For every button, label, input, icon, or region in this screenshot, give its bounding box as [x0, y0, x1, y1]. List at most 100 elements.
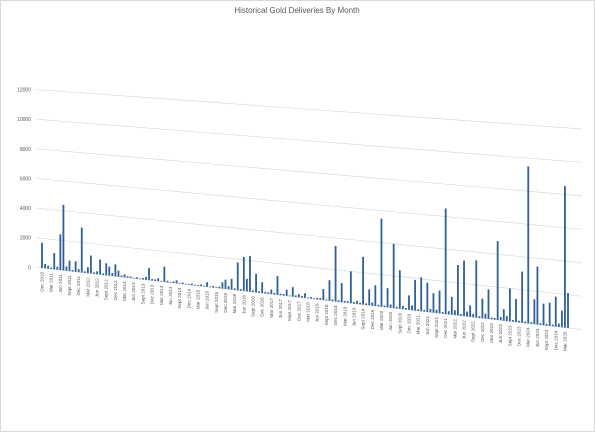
x-tick-label: Jun 2020: [388, 311, 393, 330]
bar: [548, 302, 551, 326]
bar: [261, 282, 264, 294]
bar: [453, 310, 456, 316]
bar: [267, 292, 270, 294]
bar: [215, 287, 218, 288]
bar: [59, 234, 62, 271]
bar: [331, 299, 334, 302]
bar: [294, 295, 297, 297]
x-tick-label: Jun 2017: [278, 299, 283, 318]
bar: [242, 256, 245, 292]
x-tick-label: Jun 2012: [95, 278, 100, 297]
x-tick-label: Dec 2015: [223, 292, 228, 312]
x-tick-label: Sept 2023: [507, 325, 512, 346]
bar: [432, 293, 435, 313]
bar: [276, 276, 279, 295]
x-tick-label: Jun 2019: [351, 307, 356, 326]
bar: [316, 297, 319, 300]
bar: [374, 285, 377, 307]
bar: [542, 303, 545, 326]
bar: [117, 270, 120, 277]
x-tick-label: Dec 2018: [333, 305, 338, 325]
bar: [56, 266, 59, 270]
bar: [475, 260, 478, 318]
bar: [145, 276, 147, 280]
bar: [142, 277, 144, 280]
bar: [346, 301, 349, 303]
bar: [377, 304, 380, 307]
bar: [206, 282, 209, 287]
bar: [567, 293, 569, 328]
bar: [108, 266, 111, 276]
bar: [132, 277, 135, 279]
bar: [252, 290, 254, 293]
bar: [524, 321, 527, 324]
bar: [47, 265, 50, 269]
x-tick-label: Mar 2021: [416, 314, 421, 334]
bar: [322, 289, 325, 301]
x-tick-label: Mar 2023: [489, 323, 494, 343]
bar: [487, 289, 490, 319]
bar: [184, 283, 187, 285]
bar: [426, 282, 429, 312]
bar: [227, 286, 230, 290]
bar: [508, 288, 511, 322]
x-tick-label: Dec 2013: [150, 284, 155, 304]
bar: [533, 299, 536, 325]
bar: [291, 287, 294, 297]
x-tick-label: Dec 2010: [40, 272, 45, 292]
bar: [368, 289, 371, 306]
x-tick-label: Sept 2017: [287, 300, 292, 321]
x-tick-label: Mar 2024: [526, 327, 531, 347]
bar: [151, 279, 153, 281]
bar: [301, 296, 303, 298]
bar: [554, 296, 557, 327]
y-tick-label: 2000: [20, 236, 31, 242]
x-tick-label: Dec 2019: [370, 309, 375, 329]
x-tick-label: Jun 2022: [462, 320, 467, 339]
x-tick-label: Mar 2014: [159, 285, 164, 305]
bar: [411, 305, 413, 311]
bar: [392, 243, 395, 309]
bar: [129, 276, 132, 279]
bar: [157, 278, 160, 282]
bar: [96, 271, 98, 275]
x-tick-label: Jun 2023: [498, 324, 503, 343]
bar: [209, 286, 212, 288]
y-tick-label: 4000: [20, 206, 31, 212]
bar: [102, 273, 105, 275]
bar: [181, 282, 184, 285]
x-tick-label: Mar 2018: [306, 302, 311, 322]
bar: [255, 273, 257, 293]
bar: [175, 280, 178, 284]
bar: [560, 310, 563, 328]
x-tick-label: Jun 2011: [58, 274, 63, 293]
x-tick-label: Mar 2025: [562, 331, 567, 351]
bar: [423, 309, 426, 312]
grid-line: [35, 148, 583, 197]
x-tick-label: Mar 2019: [342, 306, 347, 326]
bar: [44, 263, 46, 269]
bar: [386, 288, 389, 308]
bar: [264, 291, 267, 294]
bar: [383, 305, 386, 308]
bar: [236, 262, 239, 291]
x-tick-label: Jun 2013: [131, 282, 136, 301]
bar: [285, 289, 288, 296]
bar: [325, 299, 328, 301]
bar: [90, 255, 92, 274]
bar: [123, 274, 126, 278]
bar: [420, 277, 423, 312]
bar: [279, 293, 282, 296]
bar: [395, 306, 398, 309]
bar: [490, 317, 493, 320]
bar: [444, 208, 447, 315]
bar: [545, 323, 548, 326]
bar: [441, 312, 444, 314]
bar: [362, 256, 365, 305]
y-tick-label: 6000: [20, 176, 31, 182]
bar: [233, 288, 236, 290]
bar: [105, 263, 108, 276]
x-tick-label: Sept 2013: [140, 283, 145, 304]
bar: [401, 305, 404, 310]
